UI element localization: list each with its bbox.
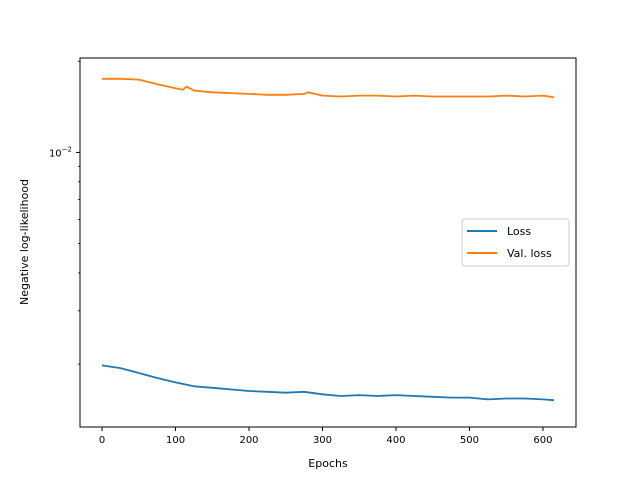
legend-label-loss: Loss	[507, 225, 531, 238]
x-tick-label: 400	[386, 435, 405, 446]
x-tick-label: 500	[460, 435, 479, 446]
series-line-val-loss	[102, 77, 555, 99]
legend: Loss Val. loss	[461, 218, 570, 267]
series-line-loss	[101, 364, 555, 402]
series-layer	[101, 77, 555, 402]
y-axis-ticks: 10−2	[49, 60, 80, 365]
y-axis-label: Negative log-likelihood	[18, 179, 31, 305]
x-tick-label: 0	[99, 435, 105, 446]
plot-frame	[79, 57, 577, 428]
x-tick-label: 200	[239, 435, 258, 446]
x-tick-label: 100	[166, 435, 185, 446]
x-tick-label: 600	[533, 435, 552, 446]
legend-label-val-loss: Val. loss	[507, 247, 552, 260]
x-axis-label: Epochs	[308, 457, 348, 470]
y-tick-label: 10−2	[49, 145, 72, 159]
x-tick-label: 300	[313, 435, 332, 446]
x-axis-ticks: 0 100 200 300 400 500 600	[99, 427, 552, 446]
